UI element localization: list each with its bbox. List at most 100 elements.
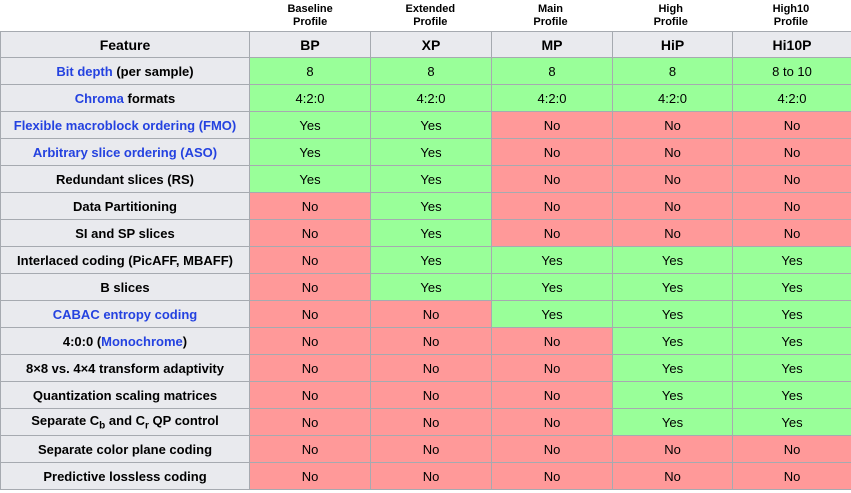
value-cell: Yes bbox=[370, 219, 492, 247]
value-cell: Yes bbox=[612, 300, 733, 328]
value-cell: No bbox=[370, 327, 492, 355]
value-cell: No bbox=[249, 300, 371, 328]
value-cell: No bbox=[491, 327, 613, 355]
feature-link[interactable]: Chroma bbox=[74, 90, 124, 106]
value-cell: No bbox=[612, 462, 733, 490]
feature-name-cell: Bit depth (per sample) bbox=[0, 57, 250, 85]
feature-name-cell: CABAC entropy coding bbox=[0, 300, 250, 328]
value-cell: No bbox=[491, 381, 613, 409]
feature-link[interactable]: Arbitrary slice ordering (ASO) bbox=[32, 144, 218, 160]
value-cell: Yes bbox=[732, 300, 851, 328]
profile-label-line1: High10 bbox=[772, 3, 810, 15]
profile-label-line1: High bbox=[658, 3, 683, 15]
profile-label-line2: Profile bbox=[533, 16, 568, 28]
value-cell: No bbox=[491, 219, 613, 247]
feature-row: B slices No Yes Yes Yes Yes bbox=[0, 273, 851, 301]
profile-label-line2: Profile bbox=[292, 16, 328, 28]
feature-text: Data Partitioning bbox=[72, 198, 177, 214]
feature-name-cell: Quantization scaling matrices bbox=[0, 381, 250, 409]
feature-name-cell: Flexible macroblock ordering (FMO) bbox=[0, 111, 250, 139]
value-cell: No bbox=[249, 327, 371, 355]
feature-row: Separate Cb and Cr QP control No No No Yes Ye… bbox=[0, 408, 851, 436]
feature-text: QP control bbox=[148, 412, 219, 428]
value-cell: 8 bbox=[249, 57, 371, 85]
value-cell: No bbox=[370, 435, 492, 463]
profile-code-header-cell: XP bbox=[370, 31, 492, 58]
feature-name-cell: 8×8 vs. 4×4 transform adaptivity bbox=[0, 354, 250, 382]
feature-name-cell: B slices bbox=[0, 273, 250, 301]
profile-code-header-cell: HiP bbox=[612, 31, 733, 58]
feature-text: Separate color plane coding bbox=[37, 441, 213, 457]
feature-text: (per sample) bbox=[112, 63, 194, 79]
value-cell: No bbox=[491, 138, 613, 166]
feature-row: Interlaced coding (PicAFF, MBAFF) No Yes Ye… bbox=[0, 246, 851, 274]
value-cell: Yes bbox=[612, 327, 733, 355]
feature-link[interactable]: Monochrome bbox=[101, 333, 183, 349]
table-header: Feature BP XP MP HiP Hi10P bbox=[0, 31, 851, 58]
table-body: Bit depth (per sample) 8 8 8 8 8 to 10 Chroma … bbox=[0, 57, 851, 490]
value-cell: No bbox=[612, 165, 733, 193]
feature-row: Data Partitioning No Yes No No No bbox=[0, 192, 851, 220]
value-cell: No bbox=[732, 435, 851, 463]
value-cell: 8 to 10 bbox=[732, 57, 851, 85]
value-cell: No bbox=[732, 462, 851, 490]
value-cell: No bbox=[249, 273, 371, 301]
value-cell: No bbox=[370, 300, 492, 328]
profiles-feature-table: Feature BP XP MP HiP Hi10P Bit depth (per sa… bbox=[0, 31, 851, 490]
feature-row: 8×8 vs. 4×4 transform adaptivity No No No Ye… bbox=[0, 354, 851, 382]
value-cell: 4:2:0 bbox=[249, 84, 371, 112]
feature-text: ) bbox=[182, 333, 188, 349]
value-cell: Yes bbox=[370, 246, 492, 274]
feature-row: Separate color plane coding No No No No No bbox=[0, 435, 851, 463]
value-cell: Yes bbox=[370, 138, 492, 166]
feature-link[interactable]: Bit depth bbox=[56, 63, 113, 79]
value-cell: No bbox=[491, 408, 613, 436]
value-cell: No bbox=[370, 462, 492, 490]
value-cell: No bbox=[491, 462, 613, 490]
value-cell: Yes bbox=[370, 273, 492, 301]
feature-name-cell: SI and SP slices bbox=[0, 219, 250, 247]
value-cell: No bbox=[732, 165, 851, 193]
feature-link[interactable]: CABAC entropy coding bbox=[52, 306, 198, 322]
value-cell: Yes bbox=[491, 300, 613, 328]
feature-row: Flexible macroblock ordering (FMO) Yes Yes… bbox=[0, 111, 851, 139]
value-cell: No bbox=[612, 111, 733, 139]
feature-name-cell: Data Partitioning bbox=[0, 192, 250, 220]
value-cell: Yes bbox=[612, 246, 733, 274]
feature-header-cell: Feature bbox=[0, 31, 250, 58]
value-cell: No bbox=[249, 462, 371, 490]
feature-text-subscript: r bbox=[145, 420, 149, 432]
value-cell: No bbox=[370, 408, 492, 436]
value-cell: Yes bbox=[732, 381, 851, 409]
value-cell: 4:2:0 bbox=[732, 84, 851, 112]
feature-text: Interlaced coding (PicAFF, MBAFF) bbox=[17, 252, 233, 268]
value-cell: Yes bbox=[612, 354, 733, 382]
profile-label-line2: Profile bbox=[773, 16, 809, 28]
feature-text: 8×8 vs. 4×4 transform adaptivity bbox=[26, 360, 224, 376]
feature-row: Arbitrary slice ordering (ASO) Yes Yes No No… bbox=[0, 138, 851, 166]
value-cell: No bbox=[370, 381, 492, 409]
profile-label: Main Profile bbox=[490, 0, 610, 29]
feature-text: Quantization scaling matrices bbox=[32, 387, 218, 403]
feature-row: Redundant slices (RS) Yes Yes No No No bbox=[0, 165, 851, 193]
profile-label-line2: Profile bbox=[653, 16, 688, 28]
profile-label: Extended Profile bbox=[370, 0, 490, 29]
value-cell: No bbox=[249, 354, 371, 382]
value-cell: 4:2:0 bbox=[370, 84, 492, 112]
value-cell: Yes bbox=[612, 381, 733, 409]
value-cell: No bbox=[491, 435, 613, 463]
feature-row: Quantization scaling matrices No No No Yes Ye… bbox=[0, 381, 851, 409]
value-cell: No bbox=[370, 354, 492, 382]
profile-label-line2: Profile bbox=[413, 16, 448, 28]
feature-name-cell: 4:0:0 (Monochrome) bbox=[0, 327, 250, 355]
feature-row: SI and SP slices No Yes No No No bbox=[0, 219, 851, 247]
feature-name-cell: Chroma formats bbox=[0, 84, 250, 112]
feature-link[interactable]: Flexible macroblock ordering (FMO) bbox=[13, 117, 237, 133]
value-cell: No bbox=[491, 354, 613, 382]
value-cell: Yes bbox=[249, 138, 371, 166]
value-cell: No bbox=[732, 111, 851, 139]
feature-text: and C bbox=[105, 412, 146, 428]
feature-name-cell: Predictive lossless coding bbox=[0, 462, 250, 490]
value-cell: No bbox=[732, 138, 851, 166]
value-cell: No bbox=[612, 435, 733, 463]
